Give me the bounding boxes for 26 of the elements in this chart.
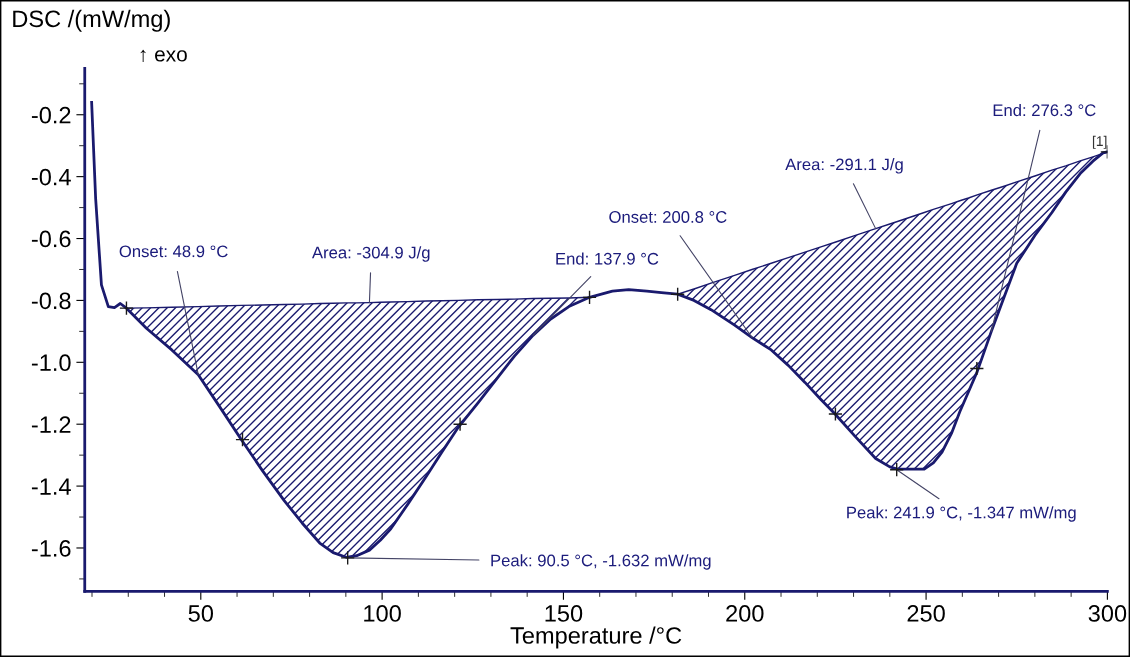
- annotation: Onset: 48.9 °C: [119, 245, 228, 258]
- annotation: Area: -304.9 J/g: [311, 246, 430, 262]
- y-tick-label: -0.4: [31, 168, 71, 186]
- x-tick-label: 250: [907, 605, 945, 622]
- x-tick-label: 150: [545, 605, 583, 622]
- y-tick-label: -0.8: [31, 292, 71, 310]
- text: ↑ exo: [140, 49, 187, 63]
- x-tick-label: 100: [364, 605, 401, 622]
- y-tick-label: -1.4: [31, 478, 71, 495]
- x-tick-label: 200: [726, 605, 764, 622]
- y-tick-label: -0.6: [31, 230, 71, 248]
- series-label: [1]: [1092, 135, 1107, 149]
- y-tick-label: -1.0: [31, 354, 71, 372]
- annotation: End: 276.3 °C: [993, 103, 1096, 117]
- y-axis-title: DSC /(mW/mg): [13, 9, 170, 32]
- annotation: Peak: 241.9 °C, -1.347 mW/mg: [847, 506, 1076, 522]
- y-tick-label: -0.2: [31, 106, 71, 124]
- x-tick-label: 300: [1088, 605, 1127, 622]
- y-tick-label: -1.6: [31, 540, 71, 557]
- annotation: Area: -291.1 J/g: [785, 158, 903, 174]
- annotation: Onset: 200.8 °C: [609, 211, 727, 223]
- annotation: End: 137.9 °C: [556, 252, 659, 265]
- y-tick-label: -1.2: [31, 416, 71, 433]
- x-axis-title: Temperature /°C: [510, 626, 682, 649]
- annotation: Peak: 90.5 °C, -1.632 mW/mg: [491, 554, 711, 570]
- x-tick-label: 50: [188, 605, 213, 622]
